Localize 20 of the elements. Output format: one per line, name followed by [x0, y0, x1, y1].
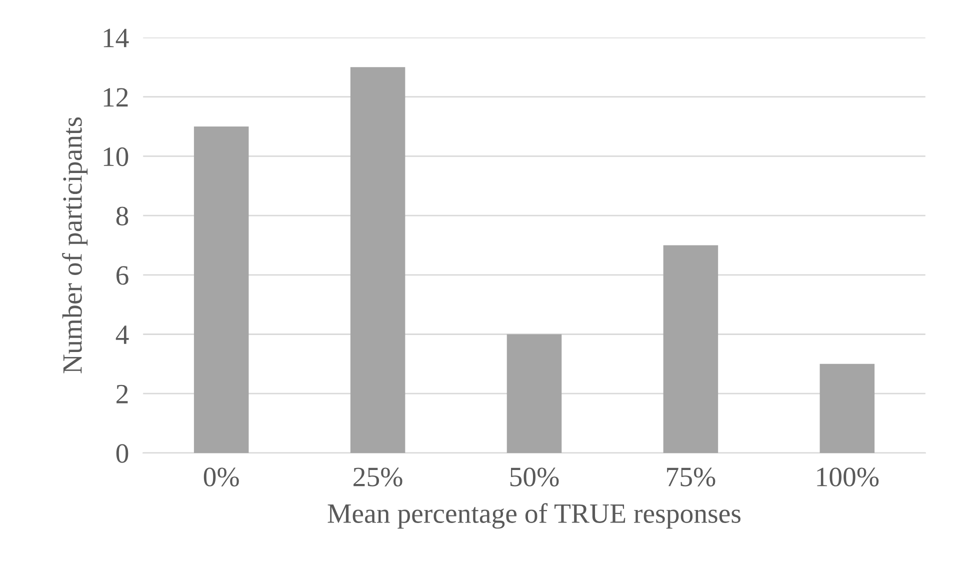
x-tick-label: 25%: [354, 468, 402, 486]
x-axis-title: Mean percentage of TRUE responses: [328, 503, 740, 529]
y-tick-label: 4: [116, 326, 129, 344]
bar: [194, 126, 249, 453]
bar: [820, 364, 875, 453]
bar: [663, 245, 718, 453]
bar: [506, 334, 562, 453]
y-tick-label: 0: [116, 444, 128, 463]
y-tick-label: 6: [116, 266, 128, 285]
y-tick-label: 8: [116, 206, 128, 226]
x-tick-label: 0%: [204, 468, 239, 486]
y-tick-label: 14: [104, 28, 129, 48]
y-tick-label: 12: [104, 88, 128, 106]
y-tick-label: 2: [116, 384, 128, 404]
y-tick-label: 10: [104, 147, 128, 166]
x-tick-label: 50%: [510, 468, 559, 486]
x-tick-label: 75%: [667, 468, 716, 486]
x-tick-label: 100%: [817, 468, 879, 486]
y-axis-title: Number of participants: [62, 117, 88, 374]
bar: [350, 67, 406, 453]
